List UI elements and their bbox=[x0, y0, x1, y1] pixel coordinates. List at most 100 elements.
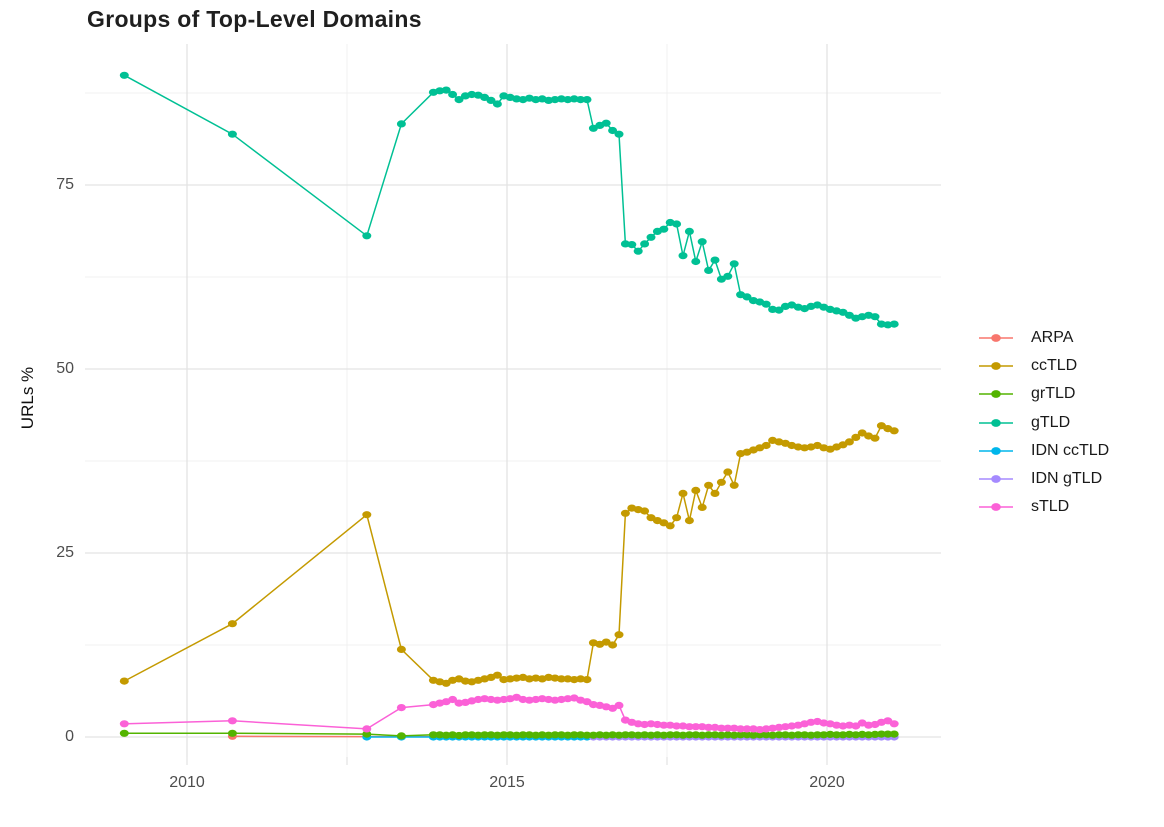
data-point bbox=[889, 730, 899, 738]
data-point bbox=[793, 731, 803, 739]
data-point bbox=[454, 96, 464, 104]
data-point bbox=[838, 731, 848, 739]
y-tick-label: 0 bbox=[65, 728, 74, 745]
x-tick-label: 2010 bbox=[169, 774, 205, 791]
data-point bbox=[556, 675, 566, 683]
data-point bbox=[857, 730, 867, 739]
series-gtld bbox=[119, 71, 899, 329]
data-point bbox=[473, 731, 483, 739]
data-point bbox=[716, 478, 726, 486]
data-point bbox=[761, 441, 771, 450]
legend-dot bbox=[991, 503, 1001, 512]
data-point bbox=[227, 130, 237, 138]
data-point bbox=[716, 731, 726, 739]
data-point bbox=[608, 126, 618, 135]
legend-key-icon bbox=[979, 362, 1013, 371]
data-point bbox=[672, 220, 682, 228]
data-point bbox=[832, 731, 842, 739]
data-point bbox=[819, 731, 829, 739]
legend-dot bbox=[991, 446, 1001, 455]
y-tick-label: 50 bbox=[56, 360, 74, 377]
legend-item-grtld: grTLD bbox=[977, 380, 1109, 408]
data-point bbox=[518, 731, 528, 739]
data-point bbox=[729, 731, 739, 739]
data-point bbox=[227, 717, 237, 725]
data-point bbox=[678, 252, 688, 260]
series-grtld bbox=[119, 729, 899, 740]
x-tick-label: 2015 bbox=[489, 774, 525, 791]
data-point bbox=[601, 731, 611, 739]
legend-item-gtld: gTLD bbox=[977, 409, 1109, 437]
data-point bbox=[435, 731, 445, 739]
data-point bbox=[627, 731, 637, 739]
data-point bbox=[748, 731, 758, 739]
data-point bbox=[448, 695, 458, 704]
data-point bbox=[531, 731, 541, 739]
legend-label: gTLD bbox=[1031, 413, 1071, 431]
data-point bbox=[614, 731, 624, 739]
data-point bbox=[704, 723, 714, 732]
data-point bbox=[576, 96, 586, 104]
legend-item-stld: sTLD bbox=[977, 493, 1109, 521]
legend-label: sTLD bbox=[1031, 498, 1070, 516]
x-tick-label: 2020 bbox=[809, 774, 845, 791]
data-point bbox=[362, 511, 372, 519]
data-point bbox=[492, 731, 502, 739]
data-point bbox=[742, 731, 752, 739]
legend-key-icon bbox=[979, 475, 1013, 483]
data-point bbox=[704, 481, 714, 489]
data-point bbox=[460, 731, 470, 739]
data-point bbox=[633, 731, 643, 739]
data-point bbox=[889, 427, 899, 435]
data-point bbox=[396, 645, 406, 654]
y-tick-label: 25 bbox=[56, 544, 74, 561]
legend-key-icon bbox=[979, 390, 1013, 399]
data-point bbox=[633, 247, 643, 255]
data-point bbox=[678, 489, 688, 497]
data-point bbox=[119, 71, 129, 79]
data-point bbox=[524, 731, 534, 739]
data-point bbox=[119, 720, 129, 728]
data-point bbox=[678, 731, 688, 739]
data-point bbox=[582, 731, 592, 739]
data-point bbox=[851, 433, 861, 441]
data-point bbox=[396, 120, 406, 128]
data-point bbox=[499, 731, 509, 739]
legend-key-icon bbox=[979, 446, 1013, 455]
data-point bbox=[614, 701, 624, 710]
data-point bbox=[492, 100, 502, 108]
data-point bbox=[704, 266, 714, 274]
data-point bbox=[723, 272, 733, 280]
data-point bbox=[544, 731, 554, 739]
legend-key-icon bbox=[979, 503, 1013, 512]
data-point bbox=[659, 721, 669, 729]
data-point bbox=[652, 731, 662, 739]
data-point bbox=[362, 730, 372, 738]
data-point bbox=[646, 731, 656, 739]
data-point bbox=[844, 438, 854, 446]
data-point bbox=[697, 503, 707, 511]
data-point bbox=[870, 434, 880, 442]
data-point bbox=[486, 731, 496, 739]
data-point bbox=[608, 731, 618, 739]
data-point bbox=[505, 731, 515, 739]
data-point bbox=[614, 631, 624, 639]
data-point bbox=[588, 731, 598, 739]
data-point bbox=[736, 725, 746, 733]
data-point bbox=[761, 300, 771, 308]
data-point bbox=[396, 732, 406, 740]
data-point bbox=[710, 256, 720, 264]
legend-item-idn-cctld: IDN ccTLD bbox=[977, 437, 1109, 465]
data-point bbox=[659, 731, 669, 739]
data-point bbox=[800, 731, 810, 739]
data-point bbox=[672, 731, 682, 739]
data-point bbox=[742, 725, 752, 733]
data-point bbox=[691, 257, 701, 266]
data-point bbox=[448, 90, 458, 99]
data-point bbox=[362, 725, 372, 733]
data-point bbox=[684, 731, 694, 739]
legend-key-icon bbox=[979, 334, 1013, 342]
data-point bbox=[646, 233, 656, 241]
data-point bbox=[227, 620, 237, 628]
